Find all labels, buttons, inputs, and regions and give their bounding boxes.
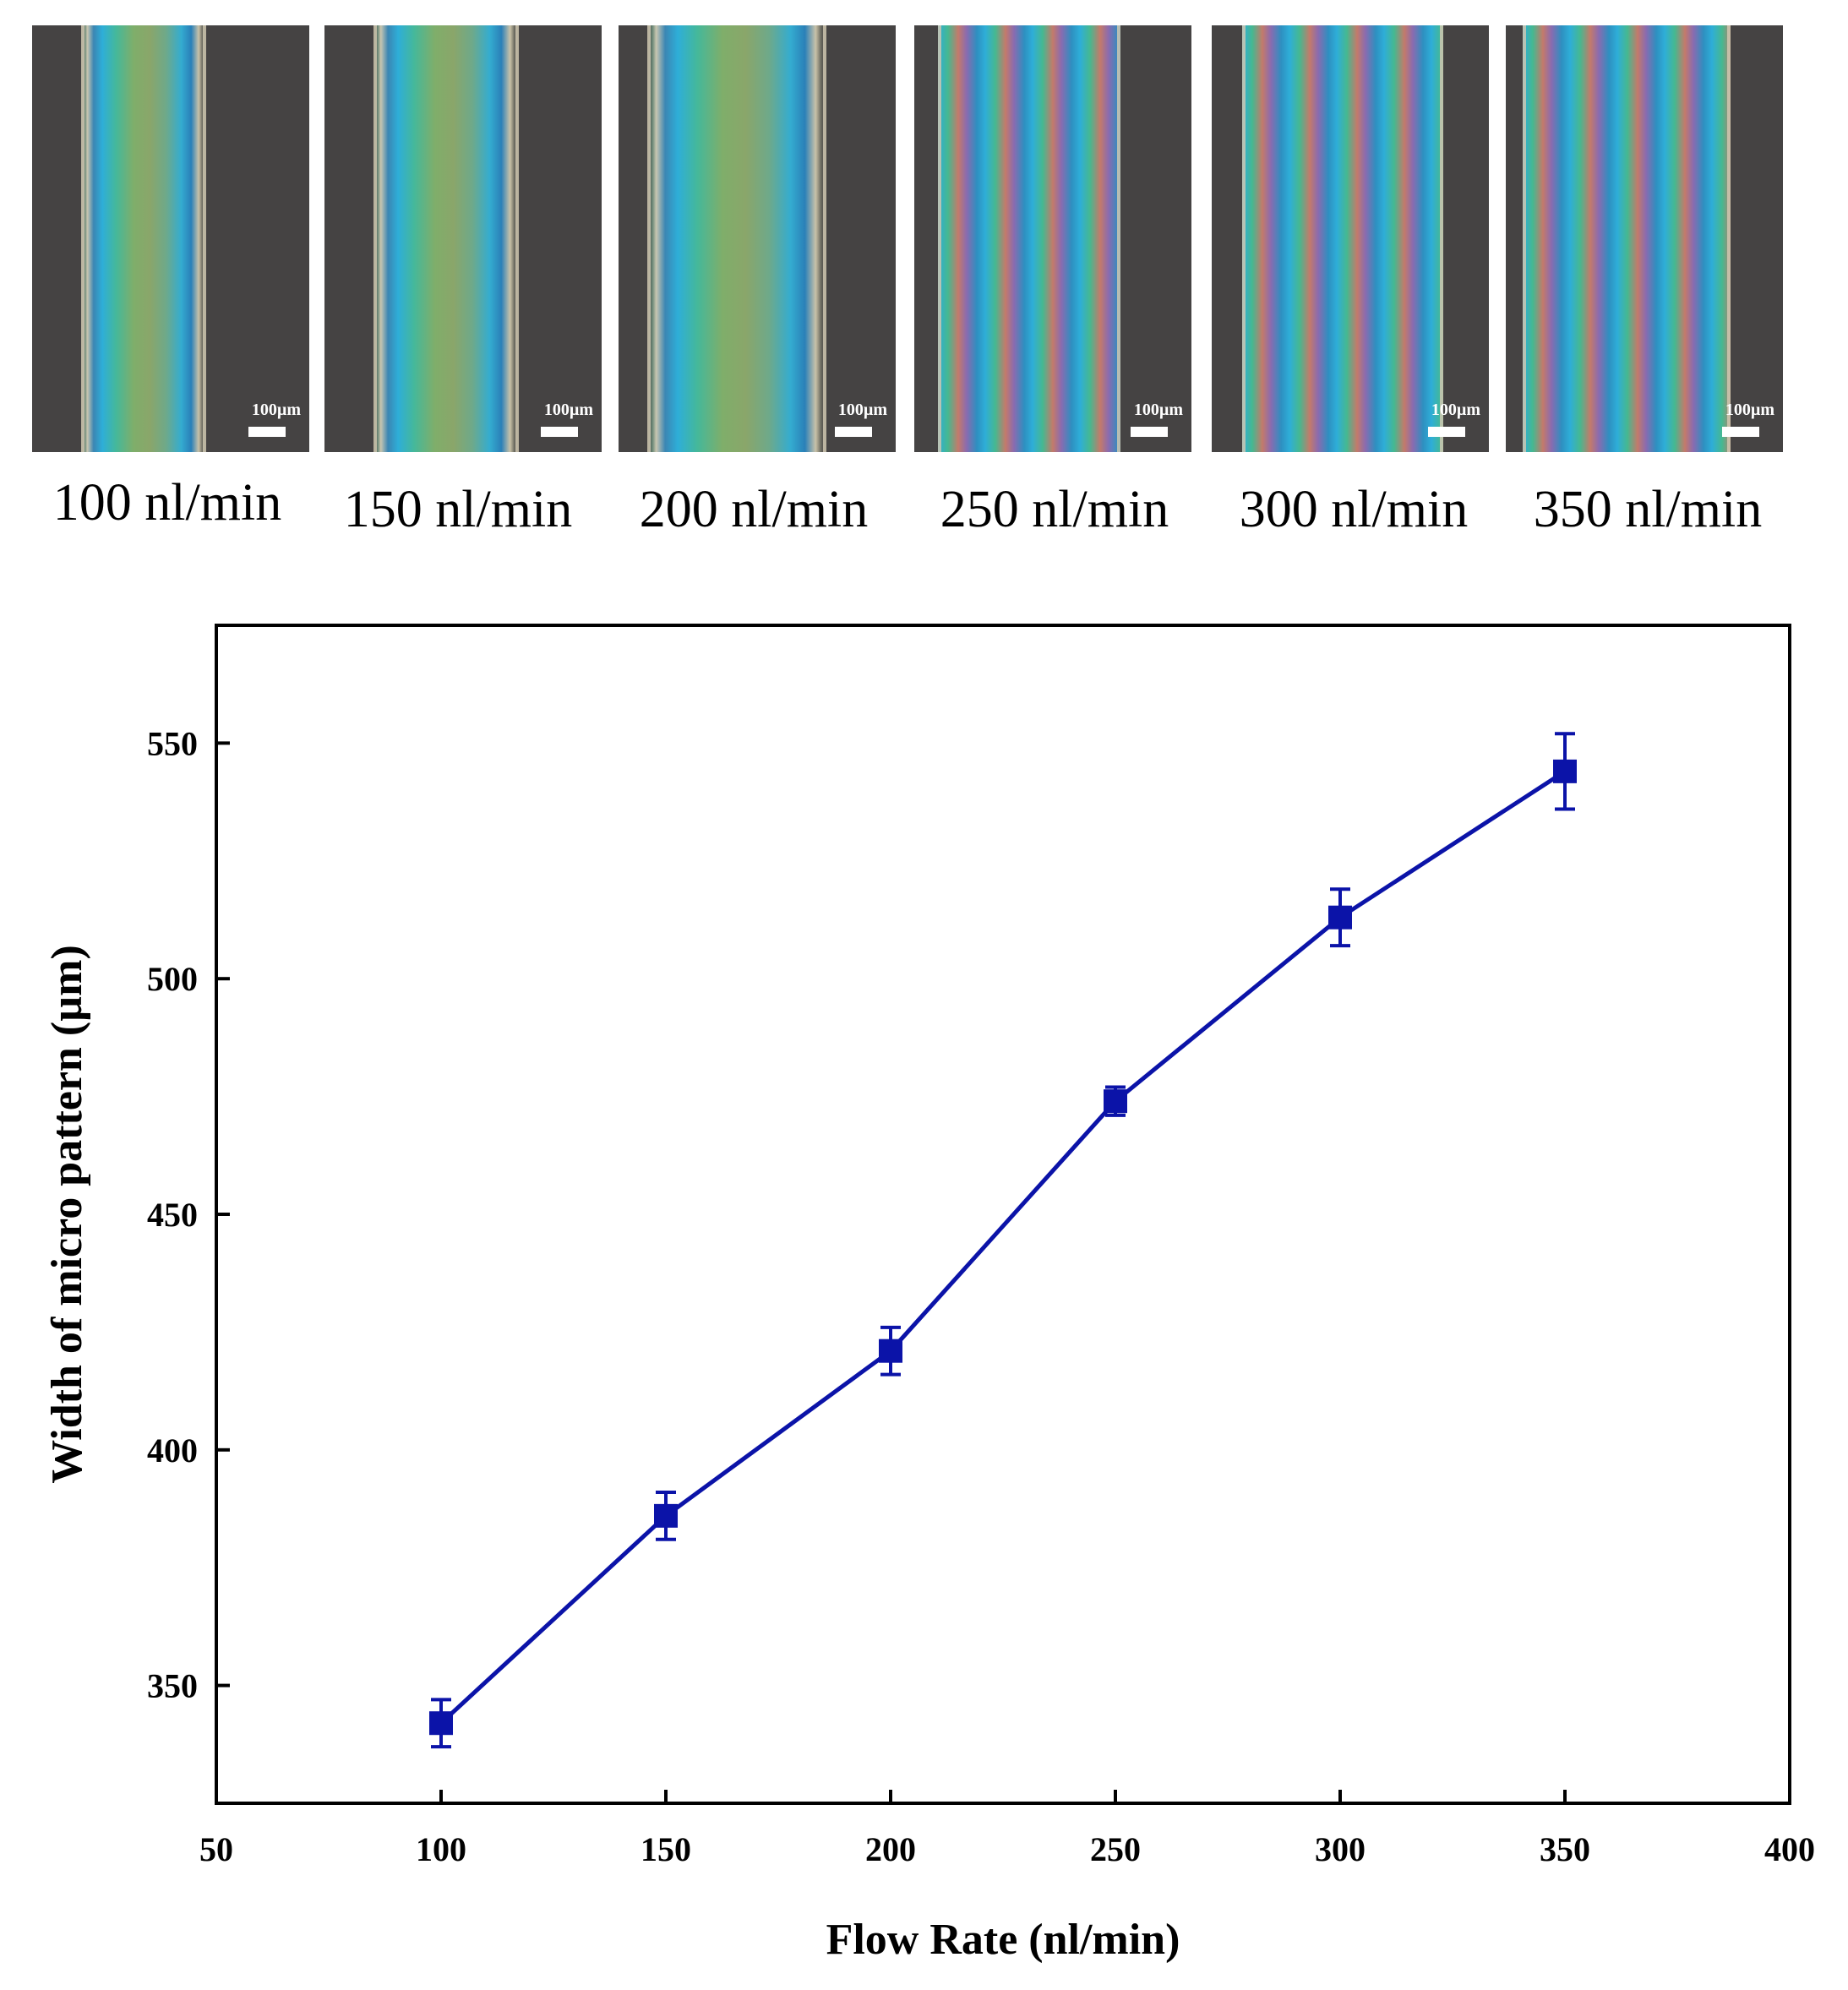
y-tick-label: 400	[147, 1431, 198, 1469]
stripe-edge	[1523, 25, 1526, 452]
scale-bar-label: 100µm	[1725, 401, 1774, 419]
series-line	[439, 769, 1567, 1726]
micro-image-100: 100µm	[32, 25, 309, 452]
scale-bar	[1131, 427, 1168, 437]
stripe-edge	[373, 25, 377, 452]
data-point	[1328, 905, 1352, 930]
x-tick-label: 300	[1315, 1830, 1366, 1868]
panel-caption-250: 250 nl/min	[940, 481, 1169, 538]
x-tick-label: 50	[199, 1830, 233, 1868]
pattern-stripe	[1523, 25, 1731, 452]
pattern-stripe	[81, 25, 206, 452]
x-tick-label: 400	[1764, 1830, 1815, 1868]
stripe-edge	[1727, 25, 1731, 452]
y-tick-label: 350	[147, 1667, 198, 1705]
panel-caption-350: 350 nl/min	[1533, 481, 1763, 538]
series-layer	[429, 732, 1577, 1749]
pattern-stripe	[1242, 25, 1443, 452]
panel-caption-150: 150 nl/min	[343, 481, 573, 538]
y-tick-label: 450	[147, 1196, 198, 1234]
plot-frame	[215, 624, 1791, 1805]
data-point	[1553, 759, 1577, 783]
pattern-stripe	[647, 25, 826, 452]
x-tick-label: 100	[416, 1830, 466, 1868]
y-axis: 350 400 450 500 550	[147, 724, 230, 1705]
scale-bar-label: 100µm	[251, 401, 301, 419]
scale-bar-label: 100µm	[837, 401, 887, 419]
scale-bar	[248, 427, 286, 437]
stripe-edge	[515, 25, 519, 452]
data-point	[654, 1503, 678, 1528]
stripe-edge	[1117, 25, 1120, 452]
x-axis-title: Flow Rate (nl/min)	[826, 1916, 1180, 1964]
stripe-edge	[823, 25, 826, 452]
micro-image-200: 100µm	[619, 25, 896, 452]
scale-bar-label: 100µm	[1133, 401, 1183, 419]
stripe-edge	[81, 25, 84, 452]
panel-caption-200: 200 nl/min	[639, 481, 869, 538]
scale-bar	[835, 427, 872, 437]
stripe-edge	[1440, 25, 1443, 452]
width-vs-flow-chart: 50 100 150 200 250 300 350 400 350400450500550 …	[43, 624, 1815, 1964]
stripe-edge	[647, 25, 651, 452]
x-axis: 50 100 150 200 250 300 350 400	[199, 1790, 1815, 1868]
micro-image-350: 100µm	[1506, 25, 1783, 452]
scale-bar	[541, 427, 578, 437]
x-tick-label: 350	[1540, 1830, 1590, 1868]
micro-image-150: 100µm	[324, 25, 602, 452]
y-tick-label: 500	[147, 960, 198, 998]
stripe-edge	[1242, 25, 1246, 452]
pattern-stripe	[938, 25, 1120, 452]
y-tick-label: 550	[147, 724, 198, 762]
scale-bar-label: 100µm	[1431, 401, 1480, 419]
micro-image-300: 100µm	[1212, 25, 1489, 452]
x-tick-label: 250	[1090, 1830, 1141, 1868]
panel-caption-100: 100 nl/min	[52, 474, 282, 532]
scale-bar	[1428, 427, 1465, 437]
x-tick-label: 150	[641, 1830, 691, 1868]
y-axis-title: Width of micro pattern (µm)	[43, 945, 91, 1484]
scale-bar	[1722, 427, 1759, 437]
x-tick-label: 200	[865, 1830, 916, 1868]
scale-bar-label: 100µm	[543, 401, 593, 419]
pattern-stripe	[373, 25, 519, 452]
data-point	[429, 1711, 453, 1736]
data-point	[1104, 1089, 1127, 1114]
stripe-edge	[203, 25, 206, 452]
panel-caption-300: 300 nl/min	[1239, 481, 1469, 538]
micro-image-250: 100µm	[914, 25, 1191, 452]
data-point	[879, 1338, 902, 1363]
stripe-edge	[938, 25, 941, 452]
